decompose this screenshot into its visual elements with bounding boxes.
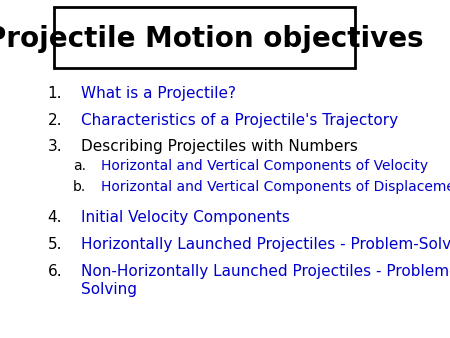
Text: Projectile Motion objectives: Projectile Motion objectives xyxy=(0,25,423,53)
Text: 3.: 3. xyxy=(47,139,62,153)
Text: Characteristics of a Projectile's Trajectory: Characteristics of a Projectile's Trajec… xyxy=(81,113,398,128)
Text: 6.: 6. xyxy=(47,264,62,279)
Text: 4.: 4. xyxy=(48,210,62,224)
Text: a.: a. xyxy=(73,159,86,173)
Text: Initial Velocity Components: Initial Velocity Components xyxy=(81,210,290,224)
Text: b.: b. xyxy=(73,180,86,194)
Text: What is a Projectile?: What is a Projectile? xyxy=(81,86,236,101)
Text: Describing Projectiles with Numbers: Describing Projectiles with Numbers xyxy=(81,139,358,153)
Text: 2.: 2. xyxy=(48,113,62,128)
FancyBboxPatch shape xyxy=(54,7,356,68)
Text: Horizontal and Vertical Components of Displacement: Horizontal and Vertical Components of Di… xyxy=(100,180,450,194)
Text: Horizontal and Vertical Components of Velocity: Horizontal and Vertical Components of Ve… xyxy=(100,159,428,173)
Text: Non-Horizontally Launched Projectiles - Problem-
Solving: Non-Horizontally Launched Projectiles - … xyxy=(81,264,450,297)
Text: Horizontally Launched Projectiles - Problem-Solving: Horizontally Launched Projectiles - Prob… xyxy=(81,237,450,251)
Text: 5.: 5. xyxy=(48,237,62,251)
Text: 1.: 1. xyxy=(48,86,62,101)
